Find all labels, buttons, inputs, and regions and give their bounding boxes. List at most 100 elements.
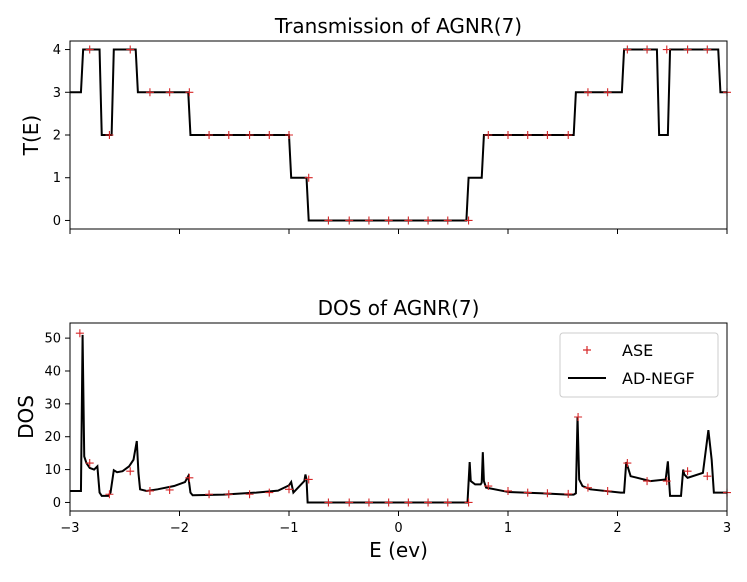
legend-box [559,332,719,398]
chart-0-marker-point [85,45,94,54]
chart-1-marker-point [504,486,512,495]
chart-1-xtick-label: 0 [394,521,402,536]
chart-1-marker-point [85,459,94,468]
chart-1-marker-point [75,329,84,338]
chart-0-marker-point [404,216,413,225]
chart-1-marker-point [543,489,552,498]
chart-0-marker-point [304,173,313,182]
chart-0-marker-point [703,45,712,54]
chart-1-xtick-label: −1 [279,521,298,536]
chart-1-marker-point [324,498,333,507]
chart-1-marker-point [443,498,452,507]
chart-0-marker-point [126,45,135,54]
chart-1-axes-frame [69,322,728,512]
chart-1-legend: ASE AD-NEGF [559,332,719,398]
chart-0-ytick-label: 0 [53,214,61,229]
chart-1-xtick-label: −2 [170,521,189,536]
chart-0-marker-point [384,216,393,225]
chart-0-ytick-label: 4 [53,43,61,58]
chart-1-marker-point [265,488,274,497]
chart-1-marker-point [574,413,583,421]
chart-1-marker-point [662,477,671,486]
chart-1-xtick-label: 1 [504,521,512,536]
chart-0-marker-point [185,88,194,97]
chart-0-marker-point [683,45,692,54]
chart-1-ytick-label: 30 [44,397,61,412]
chart-1-title: DOS of AGNR(7) [318,296,480,320]
legend-marker-swatch [583,346,591,354]
chart-0-marker-point [105,131,114,139]
chart-1-marker-point [285,485,293,494]
chart-1-marker-point [126,467,135,476]
chart-0-marker-point [245,131,254,139]
chart-0-marker-point [643,45,652,54]
chart-1-marker-point [304,475,313,484]
chart-0-marker-point [345,216,354,225]
chart-0-marker-point [285,131,293,139]
chart-0-marker-point [224,131,233,139]
chart-1-marker-point [224,490,233,499]
chart-1-ytick-label: 10 [44,463,61,478]
chart-0-marker-point [603,88,612,97]
chart-1-marker-point [603,486,612,495]
chart-0-marker-point [205,131,214,139]
chart-0-marker-point [543,131,552,139]
chart-0-marker-point [623,45,632,54]
chart-0-marker-point [424,216,433,225]
chart-0-marker-point [464,216,473,225]
chart-0-marker-point [324,216,333,225]
chart-1-marker-point [185,473,194,482]
chart-1-ytick-label: 0 [53,496,61,511]
chart-0-title: Transmission of AGNR(7) [274,14,522,38]
chart-1-ytick-label: 50 [44,332,61,347]
chart-1-marker-point [583,483,592,492]
chart-1-marker-point [484,482,493,491]
chart-1-marker-point [703,472,712,481]
chart-0-ytick-label: 3 [53,86,61,101]
chart-1-marker-point [523,488,532,497]
chart-0-marker-point [364,216,373,225]
chart-0-marker-point [564,131,573,139]
legend-label: ASE [622,341,653,360]
chart-1-marker-point [424,498,433,507]
chart-1-marker-point [245,490,254,499]
chart-1-marker-point [145,486,154,495]
chart-1-ylabel: DOS [14,395,38,439]
chart-1-marker-point [205,490,214,499]
chart-1-marker-point [683,467,692,476]
chart-1-xtick-label: −3 [60,521,79,536]
chart-0-ylabel: T(E) [19,115,43,156]
chart-1-marker-point [345,498,354,507]
chart-1-marker-point [404,498,413,507]
chart-1-ytick-label: 20 [44,430,61,445]
chart-0-marker-point [165,88,174,97]
chart-0-ytick-label: 1 [53,171,61,186]
chart-0-marker-point [583,88,592,97]
chart-0-marker-point [145,88,154,97]
chart-0-marker-point [265,131,274,139]
chart-0-marker-point [484,131,493,139]
chart-1-marker-point [564,489,573,498]
chart-1-marker-point [384,498,393,507]
chart-0-marker-point [662,45,671,54]
chart-1-marker-point [105,490,114,499]
chart-0-axes-frame [69,40,728,230]
chart-1-marker-point [623,459,632,468]
chart-0-ytick-label: 2 [53,129,61,144]
chart-1-marker-point [643,477,652,486]
chart-1-ytick-label: 40 [44,364,61,379]
chart-1-marker-point [364,498,373,507]
chart-0-marker-point [504,131,512,139]
chart-1-xtick-label: 3 [723,521,731,536]
chart-1-xlabel: E (ev) [369,538,428,562]
chart-0-series-line [70,48,727,222]
chart-0-marker-point [443,216,452,225]
chart-1-xtick-label: 2 [613,521,621,536]
chart-0-marker-point [523,131,532,139]
chart-1-marker-point [165,485,174,494]
chart-1-marker-point [464,498,473,507]
transmission-panel: Transmission of AGNR(7) T(E) 0 1 2 3 4 [19,14,731,234]
